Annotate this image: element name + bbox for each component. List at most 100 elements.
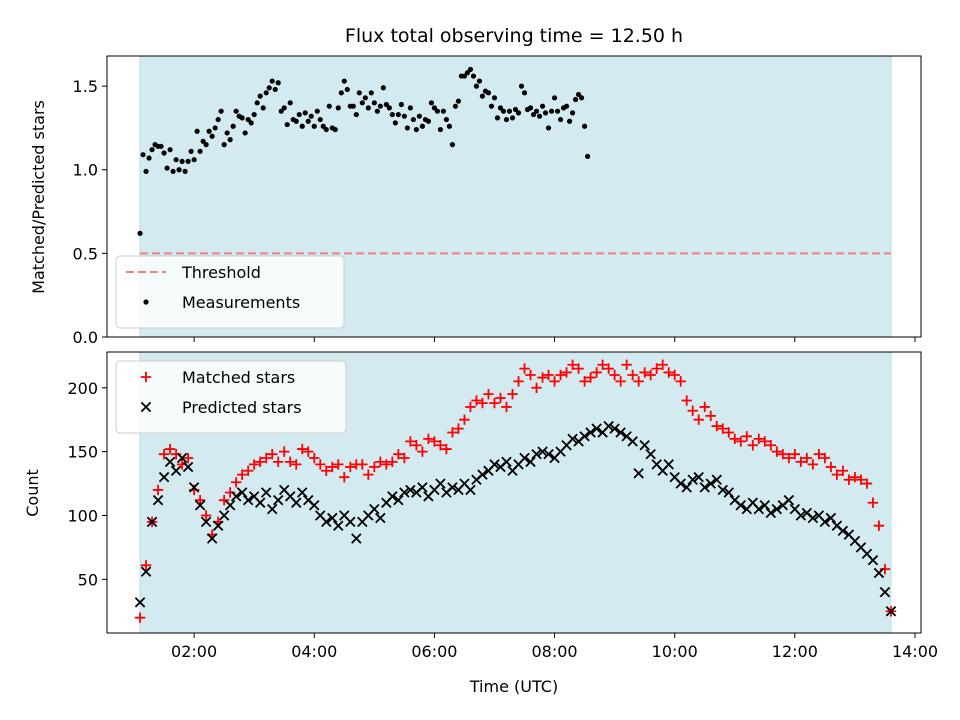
data-point [537, 372, 548, 383]
data-point [507, 388, 518, 400]
data-point [266, 85, 272, 91]
data-point [152, 484, 164, 496]
y-tick-label: 1.5 [73, 77, 98, 96]
data-point [693, 414, 704, 425]
data-point [795, 510, 807, 521]
data-point [521, 90, 528, 96]
data-point [512, 106, 519, 113]
data-point [813, 448, 825, 460]
data-point [819, 452, 831, 464]
data-point [681, 395, 692, 406]
data-point [551, 95, 558, 101]
data-point [537, 446, 548, 457]
data-point [447, 482, 458, 493]
data-point [501, 401, 512, 413]
data-point [663, 367, 674, 378]
data-point [137, 230, 143, 236]
data-point [134, 597, 146, 608]
chart-title: Flux total observing time = 12.50 h [345, 25, 683, 47]
data-point [377, 103, 383, 109]
data-point [161, 150, 167, 156]
data-point [873, 567, 885, 579]
data-point [464, 70, 471, 76]
data-point [224, 500, 236, 511]
data-point [651, 363, 662, 374]
data-point [326, 103, 332, 109]
data-point [518, 83, 525, 89]
data-point [209, 133, 215, 139]
data-point [531, 448, 542, 460]
data-point [554, 108, 561, 114]
data-point [867, 497, 879, 508]
data-point [536, 113, 543, 119]
data-point [465, 484, 476, 496]
data-point [302, 110, 308, 116]
data-point [173, 157, 179, 163]
data-point [543, 448, 554, 460]
data-point [410, 116, 416, 123]
data-point [428, 100, 434, 106]
data-point [158, 448, 170, 460]
data-point [242, 494, 254, 506]
data-point [273, 456, 284, 468]
data-point [206, 533, 218, 544]
data-point [566, 118, 573, 124]
data-point [494, 115, 501, 121]
data-point [489, 397, 500, 409]
data-point [359, 100, 365, 106]
y-tick-label: 0.0 [73, 328, 98, 347]
data-point [188, 148, 194, 154]
y-tick-label: 200 [67, 379, 98, 398]
series-matched-stars [134, 359, 897, 623]
data-point [143, 168, 149, 175]
data-point [242, 465, 254, 476]
data-point [290, 497, 302, 508]
data-point [399, 452, 410, 464]
data-point [525, 369, 536, 381]
data-point [185, 158, 191, 164]
data-point [675, 376, 686, 387]
data-point [327, 461, 338, 473]
data-point [453, 423, 464, 434]
data-point [473, 83, 480, 89]
data-point [140, 152, 146, 158]
data-point [855, 474, 867, 485]
data-point [759, 500, 771, 511]
data-point [825, 512, 837, 524]
data-point [362, 95, 368, 101]
data-point [597, 359, 608, 370]
data-point [339, 471, 350, 483]
data-point [203, 142, 209, 148]
data-point [699, 401, 710, 413]
data-point [627, 369, 638, 381]
data-point [194, 128, 200, 134]
y-tick-label: 0.5 [73, 244, 98, 263]
ratio-panel: 0.0 0.5 1.0 1.5 Threshold Measurements [73, 55, 922, 347]
data-point [309, 500, 320, 511]
data-point [717, 423, 728, 434]
data-point [687, 405, 698, 416]
plot-frame [106, 351, 922, 634]
data-point [197, 148, 203, 154]
data-point [224, 487, 236, 498]
data-point [263, 90, 269, 96]
data-point [441, 443, 452, 455]
data-point [230, 123, 236, 129]
data-point [423, 433, 434, 445]
data-point [465, 401, 476, 413]
data-point [795, 456, 807, 468]
data-point [711, 474, 722, 485]
y-tick-label: 150 [67, 443, 98, 462]
data-point [338, 90, 344, 96]
data-point [579, 431, 590, 442]
data-point [393, 494, 404, 506]
data-point [188, 482, 200, 493]
data-point [515, 110, 522, 116]
data-point [591, 423, 602, 434]
data-point [260, 487, 272, 498]
data-point [140, 566, 152, 577]
y-tick-label: 50 [78, 570, 98, 589]
data-point [681, 482, 692, 493]
legend-entry: Predicted stars [182, 398, 302, 417]
data-point [182, 168, 188, 175]
